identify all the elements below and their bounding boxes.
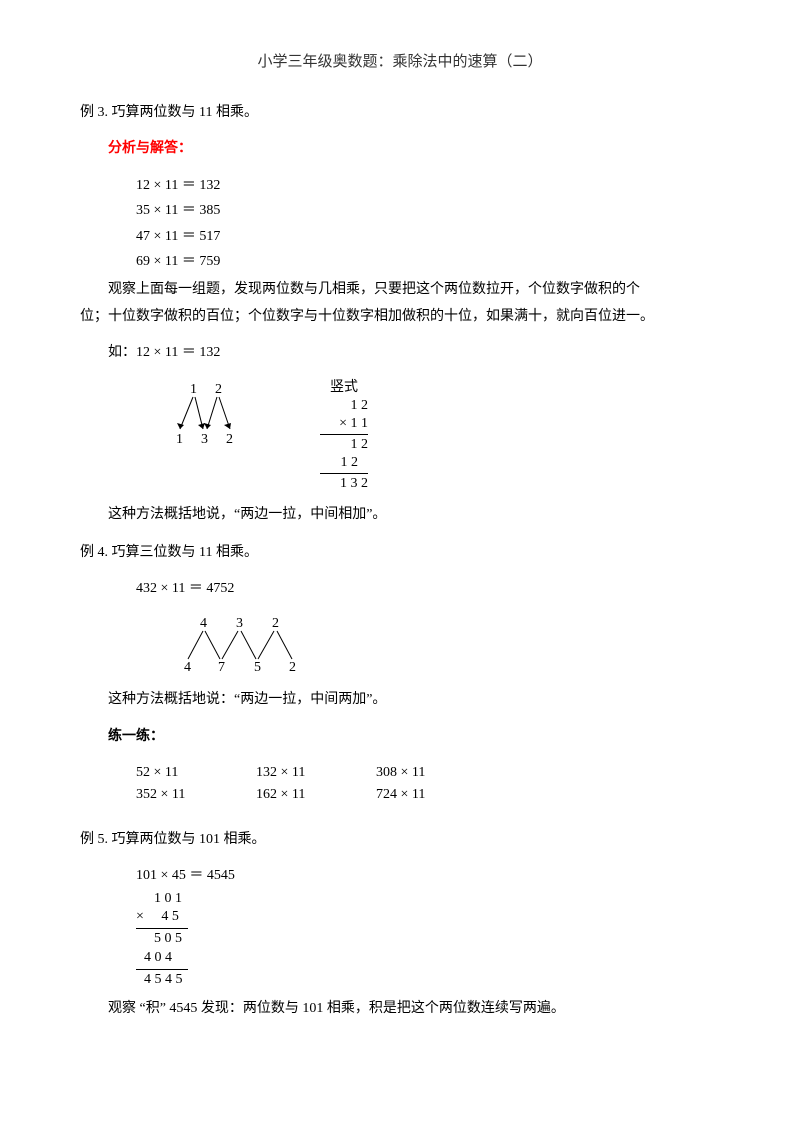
svg-text:3: 3 [236, 616, 243, 631]
svg-text:1: 1 [190, 382, 197, 397]
ex3-v-res: 1 3 2 [320, 475, 368, 493]
ex4-diagram: 4 3 2 4 7 5 2 [170, 615, 720, 683]
svg-text:2: 2 [215, 382, 222, 397]
ex3-vertical-label: 竖式 [320, 379, 368, 397]
ex3-eq-0: 12 × 11 ＝ 132 [136, 175, 720, 197]
ex5-label: 例 5. 巧算两位数与 101 相乘。 [80, 829, 720, 851]
practice-item: 162 × 11 [256, 784, 336, 806]
ex3-vertical-calc: 竖式 1 2 × 1 1 1 2 1 2 1 3 2 [320, 379, 368, 494]
ex5-v-top: 1 0 1 [136, 890, 720, 909]
ex5-vertical-calc: 1 0 1 × 4 5 5 0 5 4 0 4 4 5 4 5 [136, 890, 720, 990]
ex3-diagram-row: 1 2 1 3 2 竖式 1 2 × 1 1 1 2 1 2 1 3 2 [160, 379, 720, 494]
page-title: 小学三年级奥数题：乘除法中的速算（二） [80, 50, 720, 74]
practice-item: 52 × 11 [136, 762, 216, 784]
svg-text:7: 7 [218, 660, 225, 675]
ex3-summary: 这种方法概括地说，“两边一拉，中间相加”。 [80, 504, 720, 526]
ex5-eq: 101 × 45 ＝ 4545 [136, 865, 720, 887]
svg-text:5: 5 [254, 660, 261, 675]
ex3-para1b: 位；十位数字做积的百位；个位数字与十位数字相加做积的十位，如果满十，就向百位进一… [80, 306, 720, 328]
practice-item: 132 × 11 [256, 762, 336, 784]
ex4-label: 例 4. 巧算三位数与 11 相乘。 [80, 542, 720, 564]
ex3-v-mult: × 1 1 [320, 415, 368, 433]
ex5-v-p1: 5 0 5 [136, 930, 720, 949]
ex3-v-p2: 1 2 [320, 454, 368, 472]
ex3-analysis: 分析与解答： [108, 138, 720, 160]
svg-text:2: 2 [226, 432, 233, 447]
ex4-summary: 这种方法概括地说：“两边一拉，中间两加”。 [80, 689, 720, 711]
ex4-eq: 432 × 11 ＝ 4752 [136, 578, 720, 600]
ex5-summary: 观察 “积” 4545 发现：两位数与 101 相乘，积是把这个两位数连续写两遍… [80, 998, 720, 1020]
ex3-v-p1: 1 2 [320, 436, 368, 454]
ex5-v-mult: × 4 5 [136, 908, 720, 927]
ex3-split-diagram: 1 2 1 3 2 [160, 379, 260, 449]
ex3-eq-2: 47 × 11 ＝ 517 [136, 226, 720, 248]
svg-text:4: 4 [184, 660, 191, 675]
practice-item: 308 × 11 [376, 762, 456, 784]
ex3-eq-3: 69 × 11 ＝ 759 [136, 251, 720, 273]
ex3-equations: 12 × 11 ＝ 132 35 × 11 ＝ 385 47 × 11 ＝ 51… [136, 175, 720, 274]
ex3-v-top: 1 2 [320, 397, 368, 415]
practice-item: 724 × 11 [376, 784, 456, 806]
ex3-para2: 如：12 × 11 ＝ 132 [108, 342, 720, 364]
practice-item: 352 × 11 [136, 784, 216, 806]
svg-text:1: 1 [176, 432, 183, 447]
svg-text:3: 3 [201, 432, 208, 447]
practice-row-2: 352 × 11 162 × 11 724 × 11 [136, 784, 720, 806]
svg-text:2: 2 [289, 660, 296, 675]
ex5-v-res: 4 5 4 5 [136, 971, 720, 990]
ex3-eq-1: 35 × 11 ＝ 385 [136, 200, 720, 222]
svg-text:4: 4 [200, 616, 207, 631]
svg-text:2: 2 [272, 616, 279, 631]
ex5-v-p2: 4 0 4 [136, 949, 720, 968]
ex3-label: 例 3. 巧算两位数与 11 相乘。 [80, 102, 720, 124]
ex4-split-diagram: 4 3 2 4 7 5 2 [170, 615, 330, 675]
practice-label: 练一练： [108, 726, 720, 748]
practice-row-1: 52 × 11 132 × 11 308 × 11 [136, 762, 720, 784]
ex3-para1a: 观察上面每一组题，发现两位数与几相乘，只要把这个两位数拉开，个位数字做积的个 [80, 279, 720, 301]
